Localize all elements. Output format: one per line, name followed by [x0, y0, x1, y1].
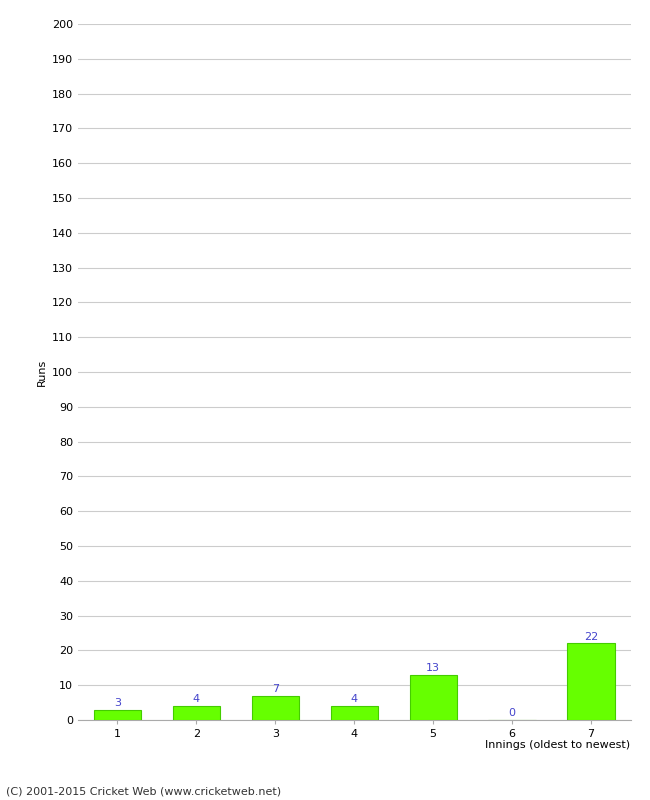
Y-axis label: Runs: Runs [36, 358, 46, 386]
Bar [567, 643, 615, 720]
Text: 4: 4 [193, 694, 200, 704]
Bar [94, 710, 141, 720]
Text: 13: 13 [426, 663, 440, 673]
Bar [252, 696, 299, 720]
Bar [173, 706, 220, 720]
Bar [331, 706, 378, 720]
Text: (C) 2001-2015 Cricket Web (www.cricketweb.net): (C) 2001-2015 Cricket Web (www.cricketwe… [6, 786, 281, 796]
Bar [410, 674, 457, 720]
Text: Innings (oldest to newest): Innings (oldest to newest) [486, 740, 630, 750]
Text: 4: 4 [351, 694, 358, 704]
Text: 22: 22 [584, 632, 598, 642]
Text: 3: 3 [114, 698, 121, 708]
Text: 0: 0 [508, 708, 515, 718]
Text: 7: 7 [272, 684, 279, 694]
